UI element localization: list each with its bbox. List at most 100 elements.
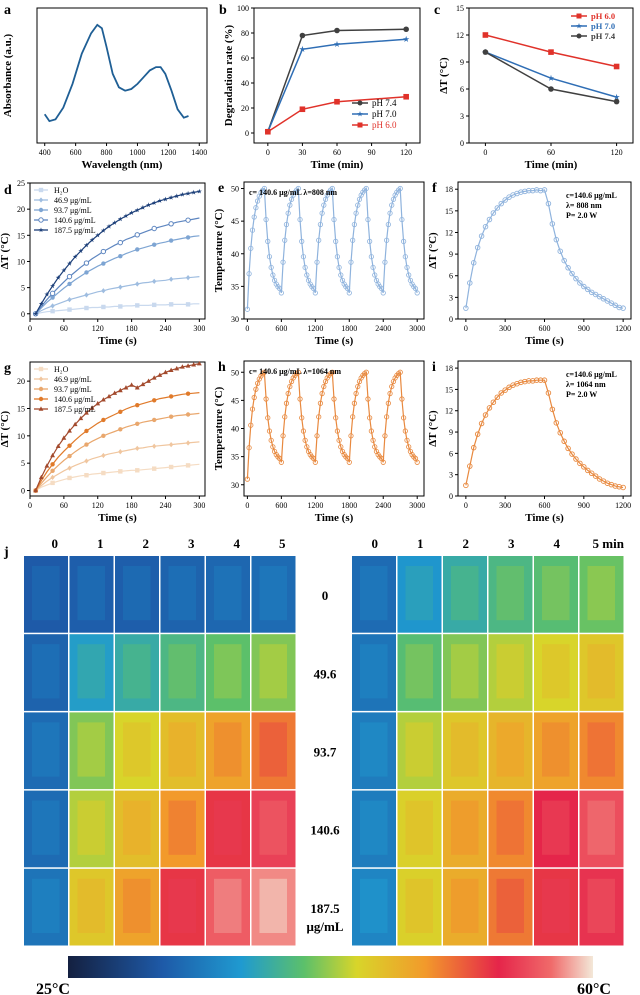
x-tick-label-f: 900 <box>578 324 590 333</box>
thermal-cell-core-left <box>77 566 105 621</box>
data-point-0 <box>84 305 89 311</box>
x-tick-label-b: 60 <box>333 148 341 157</box>
data-point <box>414 459 420 465</box>
data-point <box>392 375 398 381</box>
series-line-1 <box>267 38 407 133</box>
data-point <box>319 390 325 397</box>
x-tick-label-i: 600 <box>539 501 551 510</box>
x-tick-label-g: 120 <box>92 501 104 510</box>
data-point-0 <box>50 480 55 486</box>
data-point <box>404 264 410 271</box>
data-point-4 <box>185 363 191 368</box>
data-point <box>285 390 291 397</box>
thermal-cell-core-right <box>542 722 570 777</box>
data-point-4 <box>78 415 84 421</box>
thermal-cell-core-right <box>451 566 479 621</box>
thermal-cell-core-right <box>405 566 433 621</box>
data-point <box>248 245 254 251</box>
data-point-0 <box>334 27 340 34</box>
data-point <box>341 281 347 287</box>
data-point <box>365 396 371 402</box>
data-point-1 <box>135 281 140 287</box>
panel-letter-j: j <box>3 545 9 560</box>
row-label: 49.6 <box>314 666 337 681</box>
thermal-cell-core-left <box>32 878 60 933</box>
data-point-4 <box>129 382 135 387</box>
data-point <box>387 390 393 397</box>
data-point-0 <box>101 304 106 310</box>
x-tick-label-a: 800 <box>101 148 113 157</box>
data-point-4 <box>89 405 95 410</box>
data-point-2 <box>334 98 340 105</box>
data-point <box>581 283 587 290</box>
data-point-2 <box>67 281 72 287</box>
data-point <box>254 198 261 204</box>
data-point-4 <box>100 228 106 233</box>
series-line-0 <box>267 28 407 133</box>
plot-frame-e <box>243 181 425 320</box>
column-label-right: 3 <box>508 536 515 551</box>
data-point <box>545 390 552 396</box>
data-point <box>549 406 556 413</box>
x-tick-label-f: 1200 <box>615 324 631 333</box>
y-axis-label-a: Absorbance (a.u.) <box>2 33 14 117</box>
x-axis-label-h: Time (s) <box>315 512 354 524</box>
data-point-0 <box>185 463 191 468</box>
data-point <box>395 187 402 193</box>
legend-marker <box>576 13 582 19</box>
data-point-2 <box>185 235 191 240</box>
data-point <box>585 286 591 293</box>
data-point <box>321 202 327 208</box>
y-axis-label-d: ΔT (°C) <box>0 232 11 269</box>
thermal-cell-core-right <box>587 800 615 855</box>
legend-marker <box>38 207 44 213</box>
data-point <box>260 371 266 377</box>
data-point <box>304 272 310 278</box>
thermal-cell-core-right <box>405 644 433 699</box>
data-point <box>263 216 269 223</box>
data-point <box>409 281 415 287</box>
thermal-cell-core-right <box>496 644 524 699</box>
data-point <box>463 305 469 311</box>
data-point-1 <box>84 292 89 298</box>
data-point-2 <box>151 417 157 423</box>
x-tick-label-a: 1400 <box>191 148 207 157</box>
x-tick-label-i: 0 <box>464 501 468 510</box>
y-tick-label-c: 9 <box>460 58 464 67</box>
legend-label: pH 6.0 <box>591 11 615 21</box>
data-point <box>253 205 259 211</box>
thermal-cell-core-right <box>360 566 388 621</box>
panel-e: e 0 600 1200 1800 2400 3000 30 35 40 45 50 Time (s) T… <box>213 181 425 347</box>
thermal-cell-core-left <box>123 722 151 777</box>
data-point <box>397 369 403 375</box>
plot-frame-h <box>243 360 425 497</box>
data-point-3 <box>67 443 72 448</box>
data-point <box>385 400 391 406</box>
column-label-left: 3 <box>188 536 195 551</box>
data-point-2 <box>118 254 123 259</box>
data-point-4 <box>191 189 197 195</box>
data-point <box>329 369 335 375</box>
data-point <box>302 264 308 271</box>
y-tick-label-c: 3 <box>460 112 464 121</box>
thermal-cell-core-left <box>32 644 60 699</box>
data-point-0 <box>151 302 157 308</box>
data-point <box>518 379 524 386</box>
data-point-0 <box>548 49 554 55</box>
data-point <box>295 369 301 375</box>
data-point <box>411 454 417 460</box>
legend-marker <box>576 23 582 29</box>
data-point-4 <box>44 291 50 297</box>
legend-label: pH 7.0 <box>372 109 397 119</box>
data-point <box>387 210 393 216</box>
data-point-2 <box>50 295 55 300</box>
data-point-4 <box>67 260 72 266</box>
data-point-4 <box>163 196 168 202</box>
y-tick-label-h: 40 <box>231 425 239 434</box>
data-point-0 <box>185 302 191 307</box>
data-point <box>273 281 279 287</box>
data-point-4 <box>44 463 50 468</box>
x-axis-label-e: Time (s) <box>315 335 354 347</box>
data-point <box>402 254 408 260</box>
data-point-4 <box>95 232 101 238</box>
